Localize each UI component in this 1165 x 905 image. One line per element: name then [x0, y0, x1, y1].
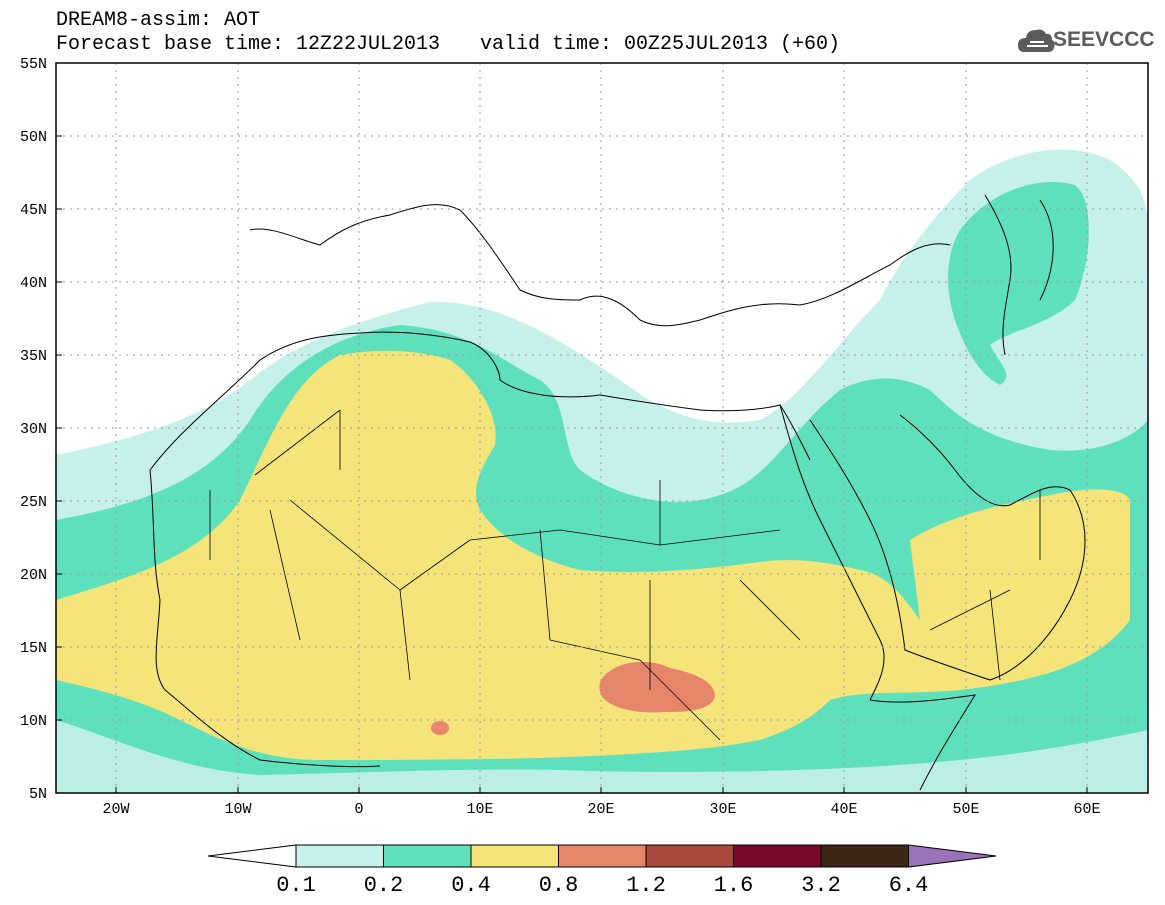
lon-label: 40E: [830, 801, 857, 818]
colorbar-label: 1.2: [626, 873, 666, 898]
lat-label: 10N: [20, 713, 47, 730]
lat-label: 35N: [20, 348, 47, 365]
colorbar-label: 3.2: [801, 873, 841, 898]
lon-label: 30E: [709, 801, 736, 818]
aot-fields: [56, 149, 1148, 793]
map-title: DREAM8-assim: AOT: [56, 9, 261, 32]
colorbar-label: 0.2: [364, 873, 404, 898]
coastline-west-africa: [149, 469, 381, 768]
colorbar-swatch: [645, 844, 734, 868]
lat-label: 20N: [20, 567, 47, 584]
lon-label: 10E: [466, 801, 493, 818]
lat-label: 55N: [20, 56, 47, 73]
colorbar-swatch: [383, 844, 472, 868]
aot-contour-0.8-spot: [431, 721, 449, 735]
colorbar-swatch: [470, 844, 559, 868]
coastline-europe: [249, 204, 951, 327]
aot-contour-0.2-caspian: [948, 182, 1089, 385]
colorbar: [207, 844, 997, 868]
lon-label: 10W: [224, 801, 251, 818]
colorbar-low-arrow: [207, 844, 297, 868]
aot-contour-south: [56, 720, 1148, 793]
aot-contour-0.8: [599, 661, 715, 713]
lat-label: 50N: [20, 129, 47, 146]
lon-label: 20W: [102, 801, 129, 818]
lon-label: 0: [354, 801, 363, 818]
lat-label: 5N: [29, 786, 47, 803]
colorbar-label: 0.1: [276, 873, 316, 898]
colorbar-swatch: [820, 844, 909, 868]
gridlines: [56, 63, 1148, 793]
coastline-caspian: [984, 194, 1054, 356]
coastline-arabia: [809, 414, 1086, 681]
coastline-horn: [869, 694, 976, 791]
coastlines: [149, 194, 1086, 791]
lon-label: 20E: [587, 801, 614, 818]
logo-text: SEEVCCC: [1053, 28, 1155, 51]
coastline-north-africa: [149, 331, 811, 471]
border-lines: [209, 409, 1041, 741]
lat-label: 25N: [20, 494, 47, 511]
lat-label: 40N: [20, 275, 47, 292]
axis-ticks: [56, 62, 1088, 794]
colorbar-label: 1.6: [714, 873, 754, 898]
colorbar-label: 0.4: [451, 873, 491, 898]
lat-label: 30N: [20, 421, 47, 438]
cloud-icon: [1018, 29, 1055, 52]
colorbar-label: 6.4: [889, 873, 929, 898]
lon-label: 60E: [1073, 801, 1100, 818]
forecast-base-time: Forecast base time: 12Z22JUL2013: [56, 33, 441, 56]
lat-label: 45N: [20, 202, 47, 219]
colorbar-high-arrow: [908, 844, 997, 868]
coastline-red-sea: [779, 404, 885, 701]
aot-contour-0.4: [56, 350, 1130, 760]
lat-label: 15N: [20, 640, 47, 657]
colorbar-swatch: [733, 844, 822, 868]
colorbar-swatch: [558, 844, 647, 868]
lon-label: 50E: [952, 801, 979, 818]
valid-time: valid time: 00Z25JUL2013 (+60): [480, 33, 841, 56]
colorbar-label: 0.8: [539, 873, 579, 898]
colorbar-swatch: [295, 844, 384, 868]
